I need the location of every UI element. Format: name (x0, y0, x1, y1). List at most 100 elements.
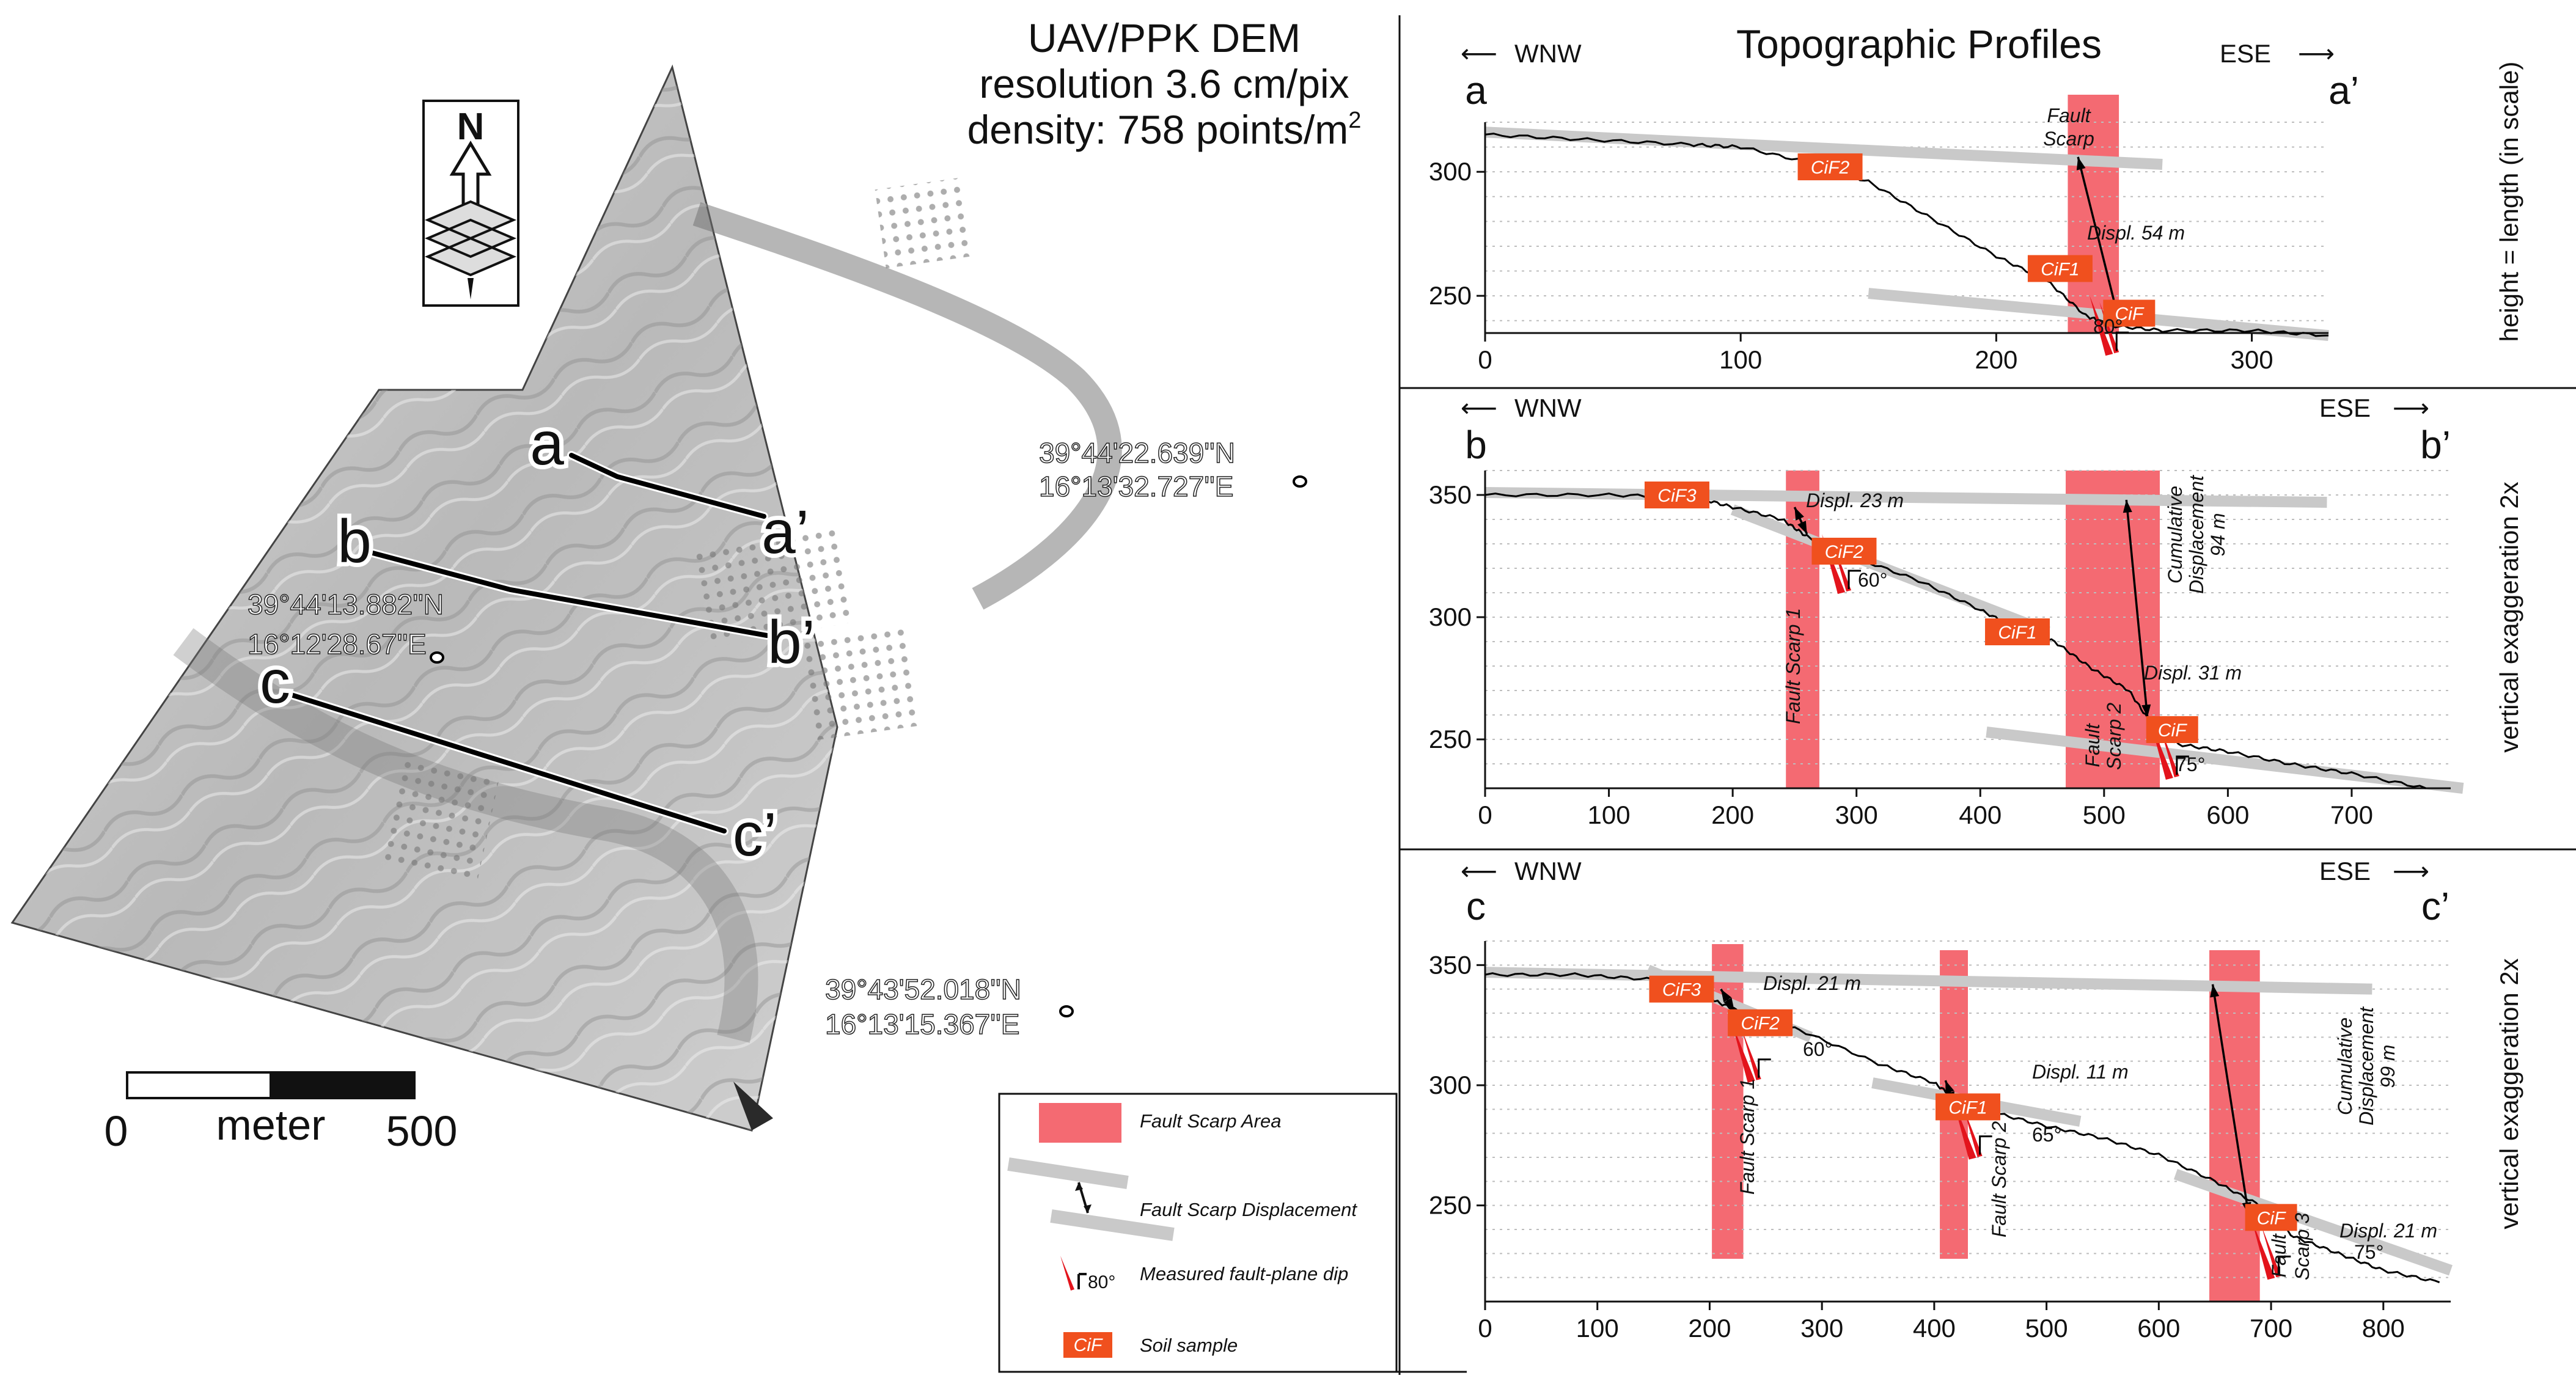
soil-sample-label: CiF1 (1998, 623, 2036, 643)
y-tick-label: 300 (1429, 1071, 1472, 1099)
displacement-reference-line (1484, 487, 2327, 508)
b-dip1-label: 60° (1858, 569, 1887, 591)
x-tick-label: 400 (1913, 1314, 1956, 1343)
soil-sample-tag (1985, 618, 2050, 645)
fault-dip-icon (2261, 1226, 2281, 1278)
soil-sample-tag (2245, 1204, 2297, 1231)
dem-map: UAV/PPK DEM resolution 3.6 cm/pix densit… (10, 15, 1361, 1155)
x-tick-label: 100 (1576, 1314, 1619, 1343)
c-scarp3-label-2: Scarp 3 (2291, 1213, 2313, 1280)
c-dip1-label: 60° (1803, 1038, 1832, 1060)
section-label-b: b (337, 507, 372, 576)
legend-swatch-fault-scarp-area (1039, 1103, 1121, 1143)
soil-sample-tag (2027, 255, 2093, 282)
fault-dip-icon (1731, 1022, 1755, 1083)
c-cumulative-label-2: Displacement (2355, 1006, 2377, 1126)
soil-sample-label: CiF1 (1948, 1097, 1987, 1118)
displacement-reference-line (1484, 126, 2163, 170)
section-labels: a a’ b b’ c c’ (255, 405, 820, 873)
x-tick-label: 0 (1478, 800, 1492, 829)
soil-sample-tag (1644, 482, 1709, 508)
soil-sample-label: CiF2 (1825, 542, 1864, 562)
c-dip3-label: 75° (2354, 1241, 2383, 1263)
displacement-reference-line (1868, 288, 2329, 342)
side-label-c: vertical exaggeration 2x (2495, 958, 2523, 1229)
dip-symbol (1979, 1135, 1992, 1155)
profile-c-end-label: c’ (2421, 884, 2449, 928)
soil-sample-label: CiF1 (2041, 259, 2079, 279)
panel-frames (1396, 15, 2576, 1375)
y-tick-label: 300 (1429, 603, 1472, 631)
x-tick-label: 500 (2083, 800, 2126, 829)
dip-symbol (1758, 1058, 1771, 1078)
layers-icon (424, 200, 517, 277)
soil-sample-tag (2146, 716, 2198, 743)
arrow-left-icon: ⟵ (1461, 394, 1497, 422)
arrow-left-icon: ⟵ (1461, 857, 1497, 885)
dem-field-grid (875, 177, 971, 269)
b-scarp2-label-2: Scarp 2 (2103, 703, 2125, 770)
soil-sample-label: CiF3 (1662, 980, 1701, 1000)
section-label-a: a (530, 409, 564, 478)
coordinate-labels: 39°44'22.639''N 16°13'32.727''E 39°44'13… (247, 436, 1307, 1041)
profile-chart-b: 0 100 200 300 400 500 600 700 250 300 350 CiF3 CiF2 C… (1429, 470, 2464, 829)
profile-chart-c: 0 100 200 300 400 500 600 700 800 250 300 350 CiF3 Ci… (1429, 940, 2453, 1343)
x-tick-label: 700 (2330, 800, 2373, 829)
section-label-b-prime: b’ (768, 608, 815, 676)
arrowhead-icon (1797, 521, 1807, 534)
x-tick-label: 200 (1711, 800, 1754, 829)
c-cumulative-label-1: Cumulative (2334, 1017, 2356, 1115)
location-marker-icon (1293, 475, 1307, 488)
x-tick-label: 0 (1478, 1314, 1492, 1343)
soil-sample-tag (2103, 299, 2156, 327)
profile-line (1484, 133, 2329, 337)
arrow-right-icon: ⟶ (2393, 857, 2429, 885)
fault-dip-icon (2090, 296, 2113, 356)
legend-label-dip: Measured fault-plane dip (1140, 1263, 1348, 1284)
location-marker-icon (430, 651, 444, 664)
x-tick-label: 600 (2137, 1314, 2180, 1343)
soil-sample-label: CiF3 (1657, 486, 1697, 506)
profile-b-annotations: Displ. 23 m 60° Fault Scarp 1 Fault Scar… (1782, 475, 2242, 775)
c-scarp3-label-1: Fault (2268, 1233, 2290, 1277)
displacement-arrow (2125, 499, 2149, 718)
dip-symbol (2115, 331, 2129, 351)
fault-dip-icon (2251, 1220, 2275, 1280)
b-displ2-label: Displ. 31 m (2144, 662, 2242, 684)
soil-sample-tag (1728, 1009, 1793, 1036)
x-tick-label: 200 (1688, 1314, 1731, 1343)
c-cumulative-label-3: 99 m (2377, 1044, 2399, 1088)
section-label-a-prime: a’ (761, 498, 809, 566)
dem-valley-shadow (173, 628, 758, 1043)
dip-symbol (2277, 1255, 2291, 1275)
section-line-b (370, 551, 769, 638)
scale-bar: 0 meter 500 (105, 1071, 457, 1155)
x-tick-label: 700 (2250, 1314, 2292, 1343)
dem-field-grid (800, 628, 923, 741)
soil-sample-label: CiF2 (1811, 158, 1850, 178)
fault-scarp-area (2068, 95, 2119, 333)
direction-header-c: ⟵ WNW ESE ⟶ (1461, 857, 2429, 885)
arrow-right-icon: ⟶ (2393, 394, 2429, 422)
map-title-density: density: 758 points/m (967, 107, 1349, 152)
c-scarp1-label: Fault Scarp 1 (1736, 1079, 1758, 1195)
profile-a-annotations: Fault Scarp Displ. 54 m 80° (2043, 104, 2185, 337)
arrow-right-icon: ⟶ (2298, 39, 2335, 68)
dem-field-grid (381, 761, 499, 883)
dem-valley-shadow (692, 202, 1122, 610)
legend-soil-tag: CiF (1074, 1335, 1103, 1355)
soil-sample-tag (1797, 153, 1863, 181)
displacement-reference-line (1484, 967, 2372, 995)
fault-scarp-area (2066, 471, 2160, 788)
scale-unit: meter (216, 1101, 326, 1149)
x-tick-label: 800 (2362, 1314, 2405, 1343)
dip-symbol (1848, 570, 1862, 589)
dir-west-c: WNW (1514, 857, 1582, 885)
b-cumulative-label-3: 94 m (2207, 513, 2229, 556)
map-title-line-2: resolution 3.6 cm/pix (979, 61, 1349, 106)
a-scarp-label-1: Fault (2047, 104, 2091, 126)
profile-b-start-label: b (1465, 423, 1487, 467)
x-tick-label: 300 (2231, 345, 2273, 374)
arrow-left-icon: ⟵ (1461, 39, 1497, 68)
